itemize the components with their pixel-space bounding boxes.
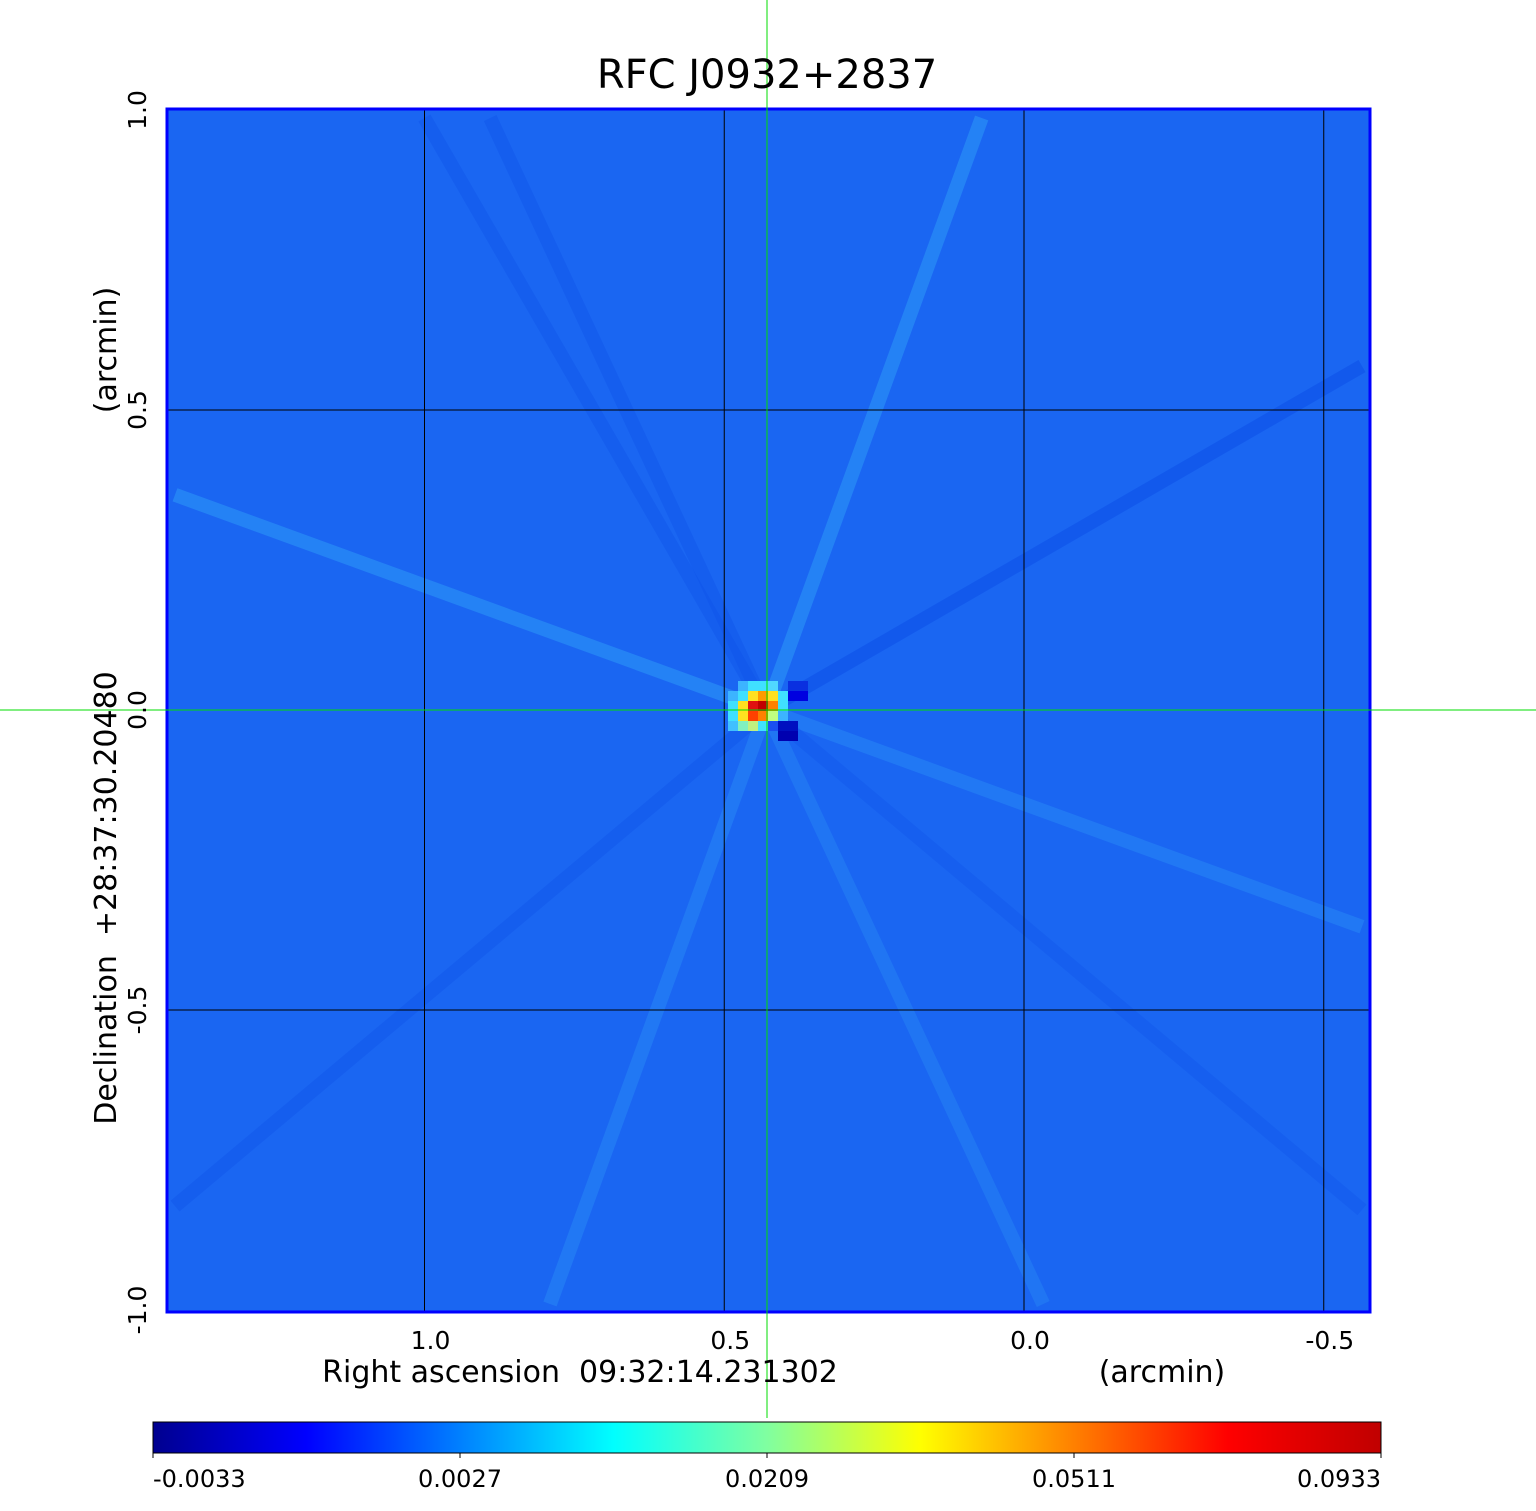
sidelobe-streak bbox=[759, 707, 1050, 1307]
image-pixel bbox=[778, 701, 788, 711]
sidelobe-streak bbox=[761, 704, 1367, 1216]
image-pixel bbox=[798, 681, 808, 691]
image-pixel bbox=[758, 681, 768, 691]
image-pixel bbox=[748, 681, 758, 691]
image-pixel bbox=[768, 691, 778, 701]
sidelobe-streak bbox=[543, 707, 773, 1307]
image-pixel bbox=[758, 711, 768, 721]
sidelobe-streak bbox=[172, 488, 769, 717]
y-tick-label: -0.5 bbox=[123, 986, 152, 1035]
image-pixel bbox=[738, 711, 748, 721]
image-pixel bbox=[738, 691, 748, 701]
sidelobe-streak bbox=[418, 114, 773, 714]
y-axis-label: Declination +28:37:30.20480 bbox=[89, 671, 124, 1125]
image-pixel bbox=[778, 711, 788, 721]
y-tick-label: 0.5 bbox=[123, 390, 152, 430]
sidelobe-streak bbox=[762, 359, 1366, 717]
image-pixel bbox=[728, 701, 738, 711]
x-tick-label: -0.5 bbox=[1305, 1326, 1354, 1355]
image-pixel bbox=[768, 681, 778, 691]
y-tick-label: -1.0 bbox=[123, 1286, 152, 1335]
image-pixel bbox=[748, 701, 758, 711]
y-axis-unit: (arcmin) bbox=[89, 287, 124, 414]
colorbar-tick-label: 0.0511 bbox=[1032, 1465, 1116, 1493]
image-pixel bbox=[748, 711, 758, 721]
image-pixel bbox=[738, 681, 748, 691]
image-pixel bbox=[788, 691, 798, 701]
sidelobe-streaks bbox=[170, 114, 1367, 1307]
image-pixel bbox=[728, 711, 738, 721]
image-pixel bbox=[778, 721, 788, 731]
colorbar-tick-label: 0.0933 bbox=[1297, 1465, 1381, 1493]
image-pixel bbox=[798, 691, 808, 701]
y-tick-label: 0.0 bbox=[123, 690, 152, 730]
image-pixel bbox=[728, 691, 738, 701]
sidelobe-streak bbox=[759, 115, 989, 713]
sidelobe-streak bbox=[172, 488, 769, 717]
chart-title: RFC J0932+2837 bbox=[597, 52, 937, 98]
image-pixel bbox=[788, 731, 798, 741]
image-pixel bbox=[728, 721, 738, 731]
x-tick-label: 0.5 bbox=[710, 1326, 750, 1355]
x-tick-labels: 1.0 0.5 0.0 -0.5 bbox=[411, 1326, 1355, 1355]
sidelobe-streak bbox=[759, 115, 989, 713]
x-tick-label: 1.0 bbox=[411, 1326, 451, 1355]
sidelobe-streak bbox=[483, 115, 773, 713]
x-axis-label: Right ascension 09:32:14.231302 bbox=[322, 1355, 838, 1390]
colorbar bbox=[152, 1421, 1382, 1454]
colorbar-tick-label: 0.0209 bbox=[725, 1465, 809, 1493]
image-pixel bbox=[778, 731, 788, 741]
image-pixel bbox=[758, 701, 768, 711]
image-pixel bbox=[768, 701, 778, 711]
image-pixel bbox=[778, 691, 788, 701]
y-tick-labels: 1.0 0.5 0.0 -0.5 -1.0 bbox=[123, 90, 152, 1334]
image-pixel bbox=[788, 721, 798, 731]
sidelobe-streak bbox=[762, 359, 1366, 717]
x-axis-unit: (arcmin) bbox=[1099, 1355, 1226, 1390]
image-pixel bbox=[738, 721, 748, 731]
image-pixel bbox=[758, 691, 768, 701]
image-pixel bbox=[738, 701, 748, 711]
colorbar-tick-label: -0.0033 bbox=[153, 1465, 246, 1493]
colorbar-ticks: -0.0033 0.0027 0.0209 0.0511 0.0933 bbox=[152, 1453, 1382, 1493]
image-pixel bbox=[768, 721, 778, 731]
colorbar-tick-label: 0.0027 bbox=[418, 1465, 502, 1493]
x-tick-label: 0.0 bbox=[1010, 1326, 1050, 1355]
image-pixel bbox=[768, 711, 778, 721]
sidelobe-streak bbox=[170, 704, 771, 1212]
image-pixel bbox=[748, 691, 758, 701]
y-tick-label: 1.0 bbox=[123, 90, 152, 130]
source-peak bbox=[728, 681, 808, 741]
image-pixel bbox=[788, 681, 798, 691]
sidelobe-streak bbox=[763, 703, 1365, 934]
image-pixel bbox=[748, 721, 758, 731]
image-pixel bbox=[758, 721, 768, 731]
